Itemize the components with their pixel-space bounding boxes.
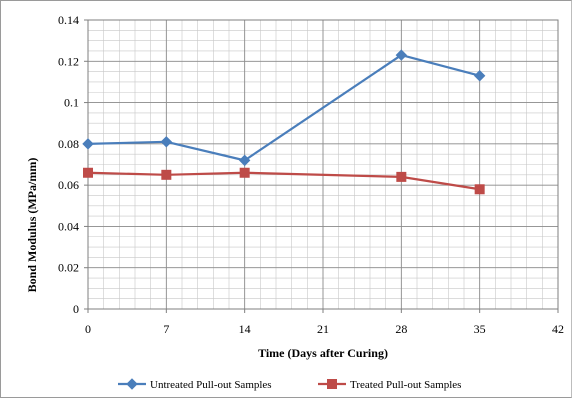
data-point xyxy=(83,167,93,178)
data-point xyxy=(395,49,408,61)
x-tick-label: 28 xyxy=(395,322,407,336)
y-tick-label: 0.06 xyxy=(58,178,79,192)
legend: Untreated Pull-out Samples Treated Pull-o… xyxy=(118,378,461,391)
y-tick-label: 0 xyxy=(73,302,79,316)
y-tick-label: 0.08 xyxy=(58,137,79,151)
data-point xyxy=(474,184,485,195)
series-untreated xyxy=(82,49,486,167)
x-tick-label: 7 xyxy=(163,322,169,336)
x-tick-label: 21 xyxy=(317,322,329,336)
legend-marker xyxy=(126,378,138,390)
data-point xyxy=(239,167,250,178)
series-line xyxy=(87,171,480,191)
x-tick-label: 35 xyxy=(474,322,486,336)
legend-item: Untreated Pull-out Samples xyxy=(118,378,272,391)
x-axis-title: Time (Days after Curing) xyxy=(258,346,388,360)
grid-lines xyxy=(87,19,559,310)
x-tick-label: 42 xyxy=(552,322,564,336)
y-tick-label: 0.12 xyxy=(58,54,79,68)
data-point xyxy=(161,169,172,180)
y-tick-label: 0.14 xyxy=(58,13,79,27)
legend-label: Untreated Pull-out Samples xyxy=(150,379,272,391)
data-point xyxy=(82,138,94,150)
data-point xyxy=(396,171,407,182)
data-point xyxy=(160,136,173,148)
y-axis-title: Bond Modulus (MPa/mm) xyxy=(25,158,39,293)
x-axis-ticks: 0 7 14 21 28 35 42 xyxy=(85,309,564,336)
legend-marker xyxy=(327,379,337,389)
x-tick-label: 14 xyxy=(239,322,251,336)
data-point xyxy=(238,154,251,167)
series-line xyxy=(87,53,480,162)
data-point xyxy=(473,70,486,82)
y-axis-ticks: 0 0.02 0.04 0.06 0.08 0.1 0.12 0.14 xyxy=(58,13,88,316)
series-treated xyxy=(83,167,485,195)
series-layer xyxy=(82,49,486,195)
legend-item: Treated Pull-out Samples xyxy=(318,379,461,391)
y-tick-label: 0.1 xyxy=(64,96,79,110)
x-tick-label: 0 xyxy=(85,322,91,336)
chart-frame xyxy=(0,0,572,398)
y-tick-label: 0.04 xyxy=(58,219,79,233)
legend-label: Treated Pull-out Samples xyxy=(350,379,461,391)
y-tick-label: 0.02 xyxy=(58,261,79,275)
